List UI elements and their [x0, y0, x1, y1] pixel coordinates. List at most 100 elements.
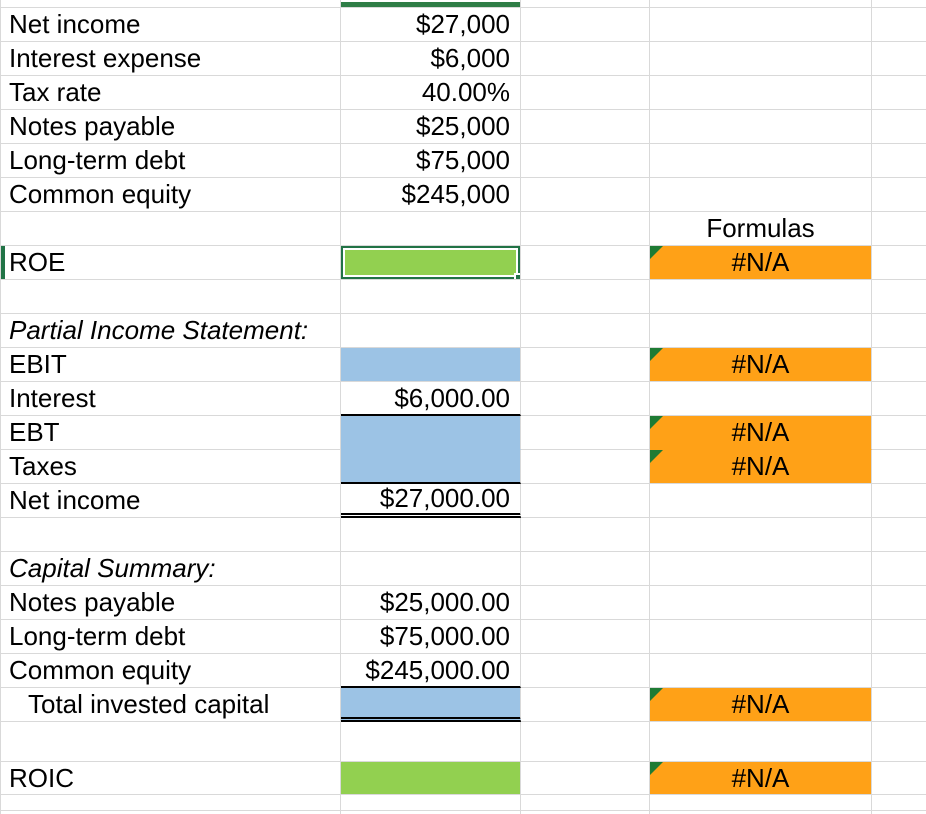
cell-empty[interactable]: [341, 314, 521, 348]
cell-empty[interactable]: [650, 42, 872, 76]
cell-label-notes-payable-summary[interactable]: Notes payable: [0, 586, 341, 620]
cell-formula-ebt[interactable]: #N/A: [650, 416, 872, 450]
cell-empty[interactable]: [872, 42, 926, 76]
cell-empty[interactable]: [521, 178, 650, 212]
cell-empty[interactable]: [872, 688, 926, 722]
cell-empty[interactable]: [872, 144, 926, 178]
cell-empty[interactable]: [650, 795, 872, 811]
cell-formula-roic[interactable]: #N/A: [650, 762, 872, 795]
cell-empty[interactable]: [872, 450, 926, 484]
cell-label-roe[interactable]: ROE: [0, 246, 341, 280]
cell-empty[interactable]: [521, 484, 650, 518]
cell-empty[interactable]: [872, 246, 926, 280]
cell-value-common-equity-summary[interactable]: $245,000.00: [341, 654, 521, 688]
cell-roic-answer[interactable]: [341, 762, 521, 795]
cell-empty[interactable]: [341, 280, 521, 314]
cell-empty[interactable]: [0, 0, 341, 8]
cell-empty[interactable]: [521, 450, 650, 484]
cell-empty[interactable]: [872, 762, 926, 795]
cell-label-taxes[interactable]: Taxes: [0, 450, 341, 484]
cell-empty[interactable]: [872, 212, 926, 246]
cell-formula-ebit[interactable]: #N/A: [650, 348, 872, 382]
cell-empty[interactable]: [0, 722, 341, 762]
cell-value-tax-rate[interactable]: 40.00%: [341, 76, 521, 110]
cell-empty[interactable]: [872, 178, 926, 212]
cell-empty[interactable]: [872, 348, 926, 382]
cell-empty[interactable]: [341, 518, 521, 552]
cell-empty[interactable]: [0, 518, 341, 552]
cell-label-interest[interactable]: Interest: [0, 382, 341, 416]
cell-empty[interactable]: [872, 795, 926, 811]
cell-empty[interactable]: [0, 212, 341, 246]
cell-empty[interactable]: [521, 654, 650, 688]
cell-formula-roe[interactable]: #N/A: [650, 246, 872, 280]
cell-value-notes-payable[interactable]: $25,000: [341, 110, 521, 144]
cell-value-interest[interactable]: $6,000.00: [341, 382, 521, 416]
cell-empty[interactable]: [650, 76, 872, 110]
cell-empty[interactable]: [341, 795, 521, 811]
cell-empty[interactable]: [521, 314, 650, 348]
cell-label-tax-rate[interactable]: Tax rate: [0, 76, 341, 110]
cell-empty[interactable]: [341, 0, 521, 8]
cell-taxes-answer[interactable]: [341, 450, 521, 484]
cell-total-invested-capital-answer[interactable]: [341, 688, 521, 722]
cell-value-notes-payable-summary[interactable]: $25,000.00: [341, 586, 521, 620]
cell-empty[interactable]: [521, 8, 650, 42]
cell-empty[interactable]: [872, 586, 926, 620]
cell-empty[interactable]: [521, 688, 650, 722]
cell-empty[interactable]: [521, 246, 650, 280]
cell-empty[interactable]: [341, 552, 521, 586]
cell-label-long-term-debt[interactable]: Long-term debt: [0, 144, 341, 178]
cell-label-ebt[interactable]: EBT: [0, 416, 341, 450]
cell-label-notes-payable[interactable]: Notes payable: [0, 110, 341, 144]
cell-empty[interactable]: [872, 722, 926, 762]
cell-ebt-answer[interactable]: [341, 416, 521, 450]
cell-empty[interactable]: [872, 8, 926, 42]
cell-empty[interactable]: [872, 280, 926, 314]
fill-handle[interactable]: [514, 273, 520, 279]
cell-empty[interactable]: [650, 811, 872, 814]
cell-label-net-income-statement[interactable]: Net income: [0, 484, 341, 518]
cell-value-net-income[interactable]: $27,000: [341, 8, 521, 42]
cell-empty[interactable]: [521, 212, 650, 246]
cell-empty[interactable]: [650, 620, 872, 654]
cell-formula-taxes[interactable]: #N/A: [650, 450, 872, 484]
cell-empty[interactable]: [341, 811, 521, 814]
cell-label-ebit[interactable]: EBIT: [0, 348, 341, 382]
cell-empty[interactable]: [521, 382, 650, 416]
cell-label-long-term-debt-summary[interactable]: Long-term debt: [0, 620, 341, 654]
cell-empty[interactable]: [341, 212, 521, 246]
cell-empty[interactable]: [521, 552, 650, 586]
cell-empty[interactable]: [872, 518, 926, 552]
cell-empty[interactable]: [0, 795, 341, 811]
cell-empty[interactable]: [650, 178, 872, 212]
cell-empty[interactable]: [521, 348, 650, 382]
cell-empty[interactable]: [872, 110, 926, 144]
cell-empty[interactable]: [650, 110, 872, 144]
cell-empty[interactable]: [650, 144, 872, 178]
cell-value-interest-expense[interactable]: $6,000: [341, 42, 521, 76]
section-title-capital-summary[interactable]: Capital Summary:: [0, 552, 341, 586]
cell-empty[interactable]: [0, 280, 341, 314]
cell-empty[interactable]: [650, 0, 872, 8]
cell-empty[interactable]: [650, 518, 872, 552]
cell-empty[interactable]: [521, 620, 650, 654]
cell-formula-total-invested-capital[interactable]: #N/A: [650, 688, 872, 722]
cell-empty[interactable]: [521, 795, 650, 811]
cell-empty[interactable]: [521, 110, 650, 144]
cell-empty[interactable]: [872, 382, 926, 416]
cell-empty[interactable]: [341, 722, 521, 762]
cell-empty[interactable]: [650, 586, 872, 620]
cell-empty[interactable]: [521, 722, 650, 762]
cell-value-long-term-debt-summary[interactable]: $75,000.00: [341, 620, 521, 654]
cell-empty[interactable]: [521, 0, 650, 8]
cell-empty[interactable]: [521, 144, 650, 178]
cell-empty[interactable]: [521, 762, 650, 795]
cell-empty[interactable]: [872, 484, 926, 518]
cell-label-total-invested-capital[interactable]: Total invested capital: [0, 688, 341, 722]
cell-empty[interactable]: [650, 280, 872, 314]
cell-empty[interactable]: [872, 314, 926, 348]
cell-empty[interactable]: [650, 314, 872, 348]
cell-empty[interactable]: [521, 76, 650, 110]
cell-label-interest-expense[interactable]: Interest expense: [0, 42, 341, 76]
